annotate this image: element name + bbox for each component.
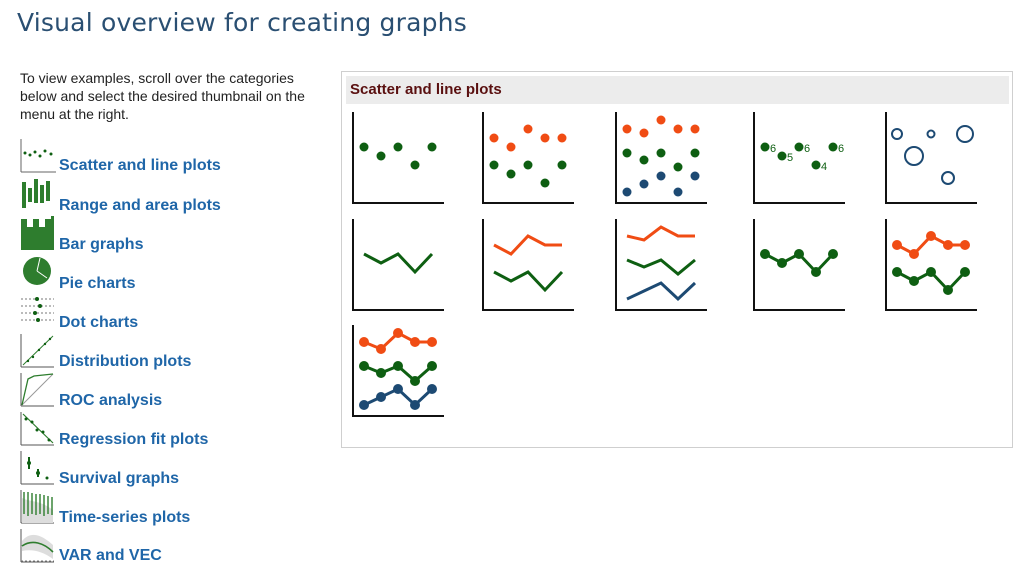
bubble-plot-thumbnail[interactable] — [883, 110, 978, 207]
regression-fit-icon — [20, 412, 54, 446]
distribution-plot-icon — [20, 334, 54, 368]
connected-three-series-thumbnail[interactable] — [350, 323, 445, 420]
marker-label: 5 — [787, 152, 793, 164]
scatter-line-icon — [20, 139, 56, 173]
page-title: Visual overview for creating graphs — [17, 8, 467, 37]
category-label: Time-series plots — [59, 509, 191, 526]
panel-title: Scatter and line plots — [346, 76, 1009, 104]
category-label: ROC analysis — [59, 392, 163, 409]
line-two-series-thumbnail[interactable] — [480, 217, 575, 314]
var-vec-icon — [20, 529, 54, 563]
scatter-one-series-thumbnail[interactable] — [350, 110, 445, 207]
pie-chart-icon — [23, 257, 51, 285]
range-area-icon — [22, 179, 50, 208]
scatter-marker-labels-thumbnail[interactable]: 6 5 6 4 6 — [751, 110, 846, 207]
marker-label: 6 — [804, 143, 810, 155]
category-label: Survival graphs — [59, 470, 180, 487]
category-label: Dot charts — [59, 314, 139, 331]
bar-graph-icon — [21, 216, 54, 250]
connected-two-series-thumbnail[interactable] — [883, 217, 978, 314]
category-label: Scatter and line plots — [59, 157, 221, 174]
scatter-two-series-thumbnail[interactable] — [480, 110, 575, 207]
marker-label: 4 — [821, 161, 827, 173]
time-series-icon — [20, 490, 54, 524]
line-three-series-thumbnail[interactable] — [613, 217, 708, 314]
intro-text: To view examples, scroll over the catego… — [20, 70, 305, 122]
thumbnail-panel: Scatter and line plots 6 5 6 4 6 — [341, 71, 1013, 448]
marker-label: 6 — [770, 143, 776, 155]
dot-chart-icon — [21, 297, 54, 322]
category-label: Pie charts — [59, 275, 136, 292]
category-label: Bar graphs — [59, 236, 144, 253]
category-label: Regression fit plots — [59, 431, 209, 448]
scatter-three-series-thumbnail[interactable] — [613, 110, 708, 207]
category-label: VAR and VEC — [59, 547, 162, 564]
category-label: Distribution plots — [59, 353, 192, 370]
connected-one-series-thumbnail[interactable] — [751, 217, 846, 314]
marker-label: 6 — [838, 143, 844, 155]
category-label: Range and area plots — [59, 197, 221, 214]
roc-analysis-icon — [20, 373, 54, 407]
survival-graph-icon — [20, 451, 54, 485]
line-one-series-thumbnail[interactable] — [350, 217, 445, 314]
